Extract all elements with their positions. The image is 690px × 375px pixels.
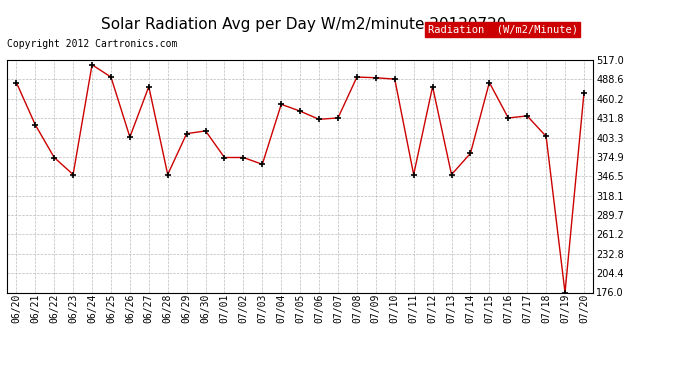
Text: Solar Radiation Avg per Day W/m2/minute 20120720: Solar Radiation Avg per Day W/m2/minute … [101, 17, 506, 32]
Text: Copyright 2012 Cartronics.com: Copyright 2012 Cartronics.com [7, 39, 177, 50]
Text: Radiation  (W/m2/Minute): Radiation (W/m2/Minute) [428, 24, 578, 34]
